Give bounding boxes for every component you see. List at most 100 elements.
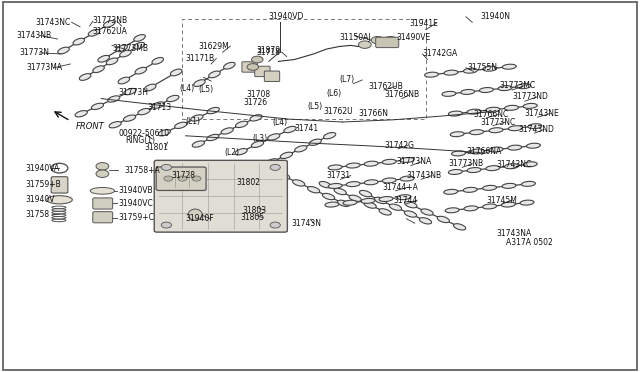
Ellipse shape [470,149,484,154]
Text: 31759+C: 31759+C [118,213,154,222]
Ellipse shape [467,109,481,114]
Ellipse shape [92,103,104,109]
Text: 31773MA: 31773MA [27,63,63,72]
Circle shape [247,64,259,70]
Text: 31766NC: 31766NC [474,110,509,119]
Ellipse shape [73,38,84,45]
Ellipse shape [382,159,396,164]
Ellipse shape [437,216,449,222]
Ellipse shape [236,121,248,128]
Ellipse shape [118,77,130,84]
Text: 31629M: 31629M [198,42,229,51]
Circle shape [96,163,109,170]
Ellipse shape [522,182,536,186]
Ellipse shape [346,163,360,168]
Text: (L3): (L3) [253,134,268,143]
Circle shape [252,56,263,63]
Text: 31766NA: 31766NA [466,147,501,155]
FancyBboxPatch shape [154,160,287,232]
Ellipse shape [135,67,147,74]
Text: 31731: 31731 [326,171,351,180]
Ellipse shape [449,111,462,116]
Text: 31803: 31803 [242,206,266,215]
Text: 31941E: 31941E [410,19,438,28]
Ellipse shape [328,165,342,170]
Text: 31745M: 31745M [486,196,517,205]
Ellipse shape [419,218,431,224]
Circle shape [270,164,280,170]
FancyBboxPatch shape [242,62,257,72]
Ellipse shape [483,204,497,209]
Ellipse shape [450,132,464,137]
Ellipse shape [361,198,375,203]
Ellipse shape [294,146,307,152]
Text: 31743NB: 31743NB [16,31,51,40]
Text: 31759+B: 31759+B [26,180,61,189]
Text: A317A 0502: A317A 0502 [506,238,552,247]
Ellipse shape [252,141,264,147]
Ellipse shape [445,208,459,213]
Ellipse shape [167,95,179,102]
Ellipse shape [158,129,170,136]
Ellipse shape [124,115,136,121]
Ellipse shape [307,187,320,193]
Ellipse shape [498,86,512,91]
Ellipse shape [346,182,360,187]
Text: 31762UB: 31762UB [368,82,403,91]
Text: 31773MB: 31773MB [112,44,148,53]
Ellipse shape [379,209,391,215]
Bar [182,19,426,119]
Text: 31718: 31718 [256,48,280,57]
Ellipse shape [266,159,278,165]
Ellipse shape [364,161,378,166]
Ellipse shape [527,143,540,148]
Text: 31773MC: 31773MC [499,81,535,90]
Ellipse shape [124,89,136,95]
Ellipse shape [508,126,522,131]
Ellipse shape [328,183,342,189]
Ellipse shape [209,71,220,78]
Text: 31802: 31802 [237,178,261,187]
Ellipse shape [349,195,362,201]
Ellipse shape [501,202,515,207]
Text: 31766N: 31766N [358,109,388,118]
Ellipse shape [145,84,156,91]
Ellipse shape [404,211,417,217]
Ellipse shape [268,134,280,140]
Ellipse shape [461,89,475,94]
Text: 31743NB: 31743NB [406,171,442,180]
Ellipse shape [90,187,115,194]
Ellipse shape [133,42,145,49]
Ellipse shape [421,209,433,215]
Ellipse shape [504,164,518,169]
Text: 31940VB: 31940VB [118,186,153,195]
Text: (L4): (L4) [272,118,287,127]
Ellipse shape [223,62,235,69]
Ellipse shape [88,29,100,36]
Ellipse shape [520,200,534,205]
Ellipse shape [278,173,290,179]
Circle shape [178,176,187,181]
Text: FRONT: FRONT [76,122,104,131]
Ellipse shape [489,147,503,152]
FancyBboxPatch shape [51,177,68,193]
Ellipse shape [442,92,456,96]
Circle shape [384,36,397,44]
Ellipse shape [207,134,219,141]
Ellipse shape [134,35,145,41]
Text: (L5): (L5) [198,85,214,94]
Ellipse shape [280,152,292,158]
Text: 31773NA: 31773NA [397,157,432,166]
Text: 31708: 31708 [246,90,271,99]
Ellipse shape [489,128,503,133]
Text: RING(1): RING(1) [125,136,155,145]
Ellipse shape [221,128,234,134]
Text: 31773H: 31773H [118,88,148,97]
Ellipse shape [374,197,387,203]
Circle shape [270,222,280,228]
Ellipse shape [79,74,91,80]
Text: 31742G: 31742G [384,141,414,150]
Text: (L7): (L7) [339,76,355,84]
Text: 31940VD: 31940VD [269,12,304,21]
Ellipse shape [324,132,336,139]
